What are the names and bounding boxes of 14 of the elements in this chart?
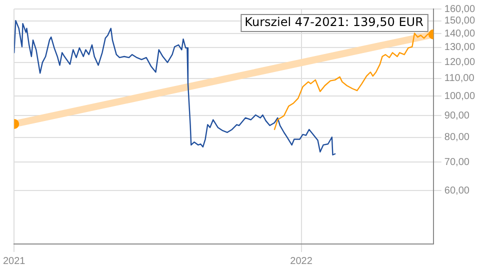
y-tick-label: 110,00 — [444, 73, 475, 84]
annotation: Kursziel 47-2021: 139,50 EUR — [244, 15, 424, 30]
x-tick-label: 2022 — [290, 256, 313, 267]
y-tick-label: 150,00 — [444, 16, 476, 27]
y-tick-label: 160,00 — [444, 4, 476, 15]
y-tick-label: 80,00 — [444, 132, 470, 144]
y-tick-label: 60,00 — [444, 185, 470, 196]
y-tick-label: 70,00 — [444, 156, 470, 168]
y-tick-label: 120,00 — [444, 57, 476, 68]
y-tick-label: 90,00 — [444, 110, 470, 122]
y-tick-label: 140,00 — [444, 28, 476, 40]
y-tick-label: 100,00 — [444, 90, 476, 102]
x-tick-label: 2021 — [3, 256, 26, 267]
y-tick-label: 130,00 — [444, 42, 476, 54]
